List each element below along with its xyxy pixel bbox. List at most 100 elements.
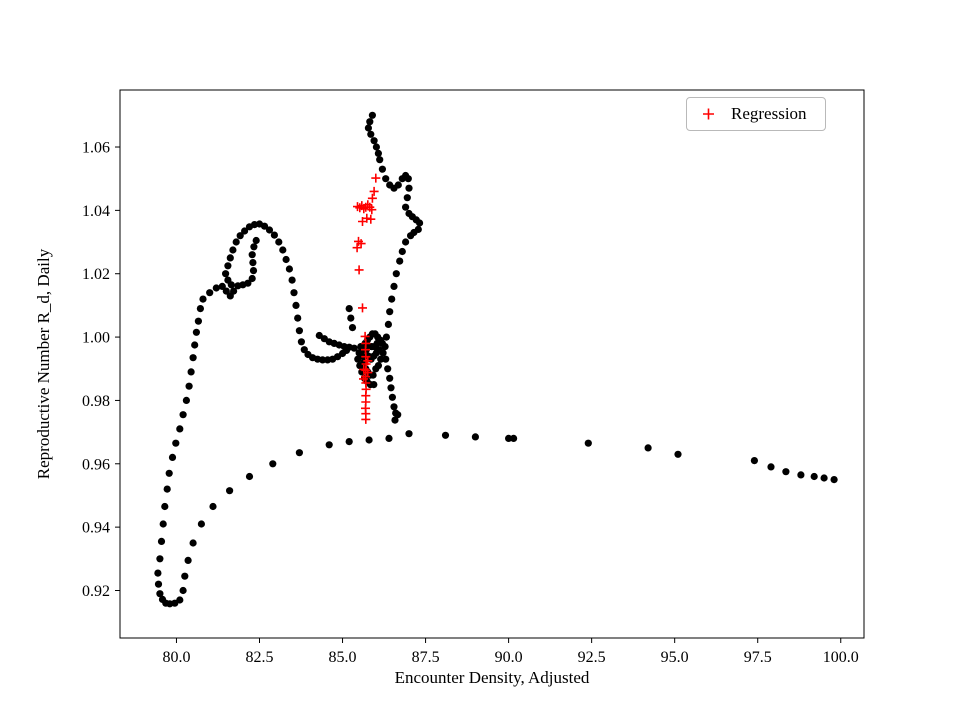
data-point — [391, 416, 399, 424]
regression-point — [356, 239, 366, 249]
data-point — [282, 255, 290, 264]
data-point — [374, 149, 382, 157]
data-point — [355, 349, 363, 357]
data-point — [156, 590, 164, 598]
data-point — [157, 537, 166, 546]
data-point — [386, 308, 394, 316]
data-point — [767, 463, 775, 471]
y-tick-label: 1.02 — [82, 266, 110, 283]
data-point — [181, 572, 189, 580]
data-point — [820, 474, 828, 482]
data-point — [249, 267, 258, 275]
data-point — [279, 246, 287, 254]
regression-point — [358, 217, 367, 226]
data-point — [471, 433, 479, 441]
data-point — [350, 344, 358, 352]
data-point — [229, 246, 237, 254]
x-tick-label: 100.0 — [823, 649, 859, 666]
data-point — [236, 232, 244, 240]
data-point — [404, 175, 412, 183]
regression-point — [361, 414, 371, 424]
data-point — [292, 301, 300, 309]
data-point — [388, 393, 396, 401]
regression-point — [354, 265, 364, 275]
data-point — [224, 276, 232, 284]
data-point — [187, 368, 195, 376]
data-point — [252, 236, 260, 245]
legend-label: Regression — [731, 104, 807, 123]
data-point — [782, 468, 790, 476]
data-point — [584, 439, 592, 447]
data-point — [386, 374, 394, 382]
y-tick-label: 0.96 — [82, 456, 110, 473]
trajectory-series — [154, 111, 838, 608]
y-tick-label: 1.04 — [82, 203, 110, 220]
data-point — [345, 305, 353, 313]
data-point — [176, 425, 184, 433]
data-point — [407, 232, 415, 240]
data-point — [392, 270, 400, 278]
data-point — [161, 502, 169, 511]
data-point — [226, 254, 234, 262]
data-point — [325, 441, 333, 449]
data-point — [370, 381, 378, 389]
data-point — [244, 279, 252, 287]
x-tick-label: 80.0 — [162, 649, 190, 666]
regression-point — [359, 204, 369, 214]
y-axis-label: Reproductive Number R_d, Daily — [34, 248, 53, 480]
data-point — [810, 472, 818, 481]
data-point — [250, 243, 258, 251]
data-point — [159, 520, 167, 528]
data-point — [382, 355, 390, 363]
regression-point — [353, 202, 362, 212]
data-point — [269, 460, 277, 468]
data-point — [232, 238, 240, 246]
data-point — [509, 434, 518, 442]
y-tick-label: 0.98 — [82, 393, 110, 410]
data-point — [505, 434, 513, 442]
data-point — [378, 339, 386, 347]
regression-point — [359, 374, 368, 384]
x-tick-label: 97.5 — [744, 649, 772, 666]
data-point — [218, 282, 226, 290]
data-point — [206, 289, 214, 297]
data-point — [265, 226, 274, 234]
y-tick-label: 0.92 — [82, 583, 110, 600]
data-point — [224, 262, 232, 270]
data-point — [168, 453, 177, 461]
data-point — [288, 276, 296, 284]
data-point — [398, 247, 406, 256]
data-point — [347, 314, 355, 322]
data-point — [245, 472, 254, 481]
y-tick-label: 1.00 — [82, 330, 110, 347]
regression-point — [367, 205, 377, 215]
data-point — [674, 450, 682, 458]
plot-frame — [119, 89, 865, 639]
x-tick-label: 95.0 — [661, 649, 689, 666]
data-point — [241, 227, 249, 235]
data-point — [192, 328, 200, 336]
data-point — [390, 403, 398, 411]
data-point — [189, 539, 197, 547]
data-point — [416, 219, 424, 227]
data-point — [405, 184, 413, 192]
data-point — [364, 124, 372, 132]
data-point — [290, 289, 298, 297]
x-tick-label: 82.5 — [246, 649, 274, 666]
data-point — [158, 595, 167, 604]
data-point — [441, 431, 450, 439]
data-point — [402, 238, 410, 246]
regression-point — [371, 173, 381, 183]
data-point — [184, 556, 192, 565]
regression-point — [367, 193, 377, 203]
regression-point — [369, 186, 379, 196]
data-point — [230, 287, 238, 295]
data-point — [295, 449, 303, 457]
data-point — [275, 238, 283, 246]
data-point — [830, 476, 838, 484]
data-point — [402, 203, 410, 211]
x-axis-label: Encounter Density, Adjusted — [394, 668, 590, 687]
data-point — [197, 520, 205, 528]
data-point — [372, 143, 380, 151]
